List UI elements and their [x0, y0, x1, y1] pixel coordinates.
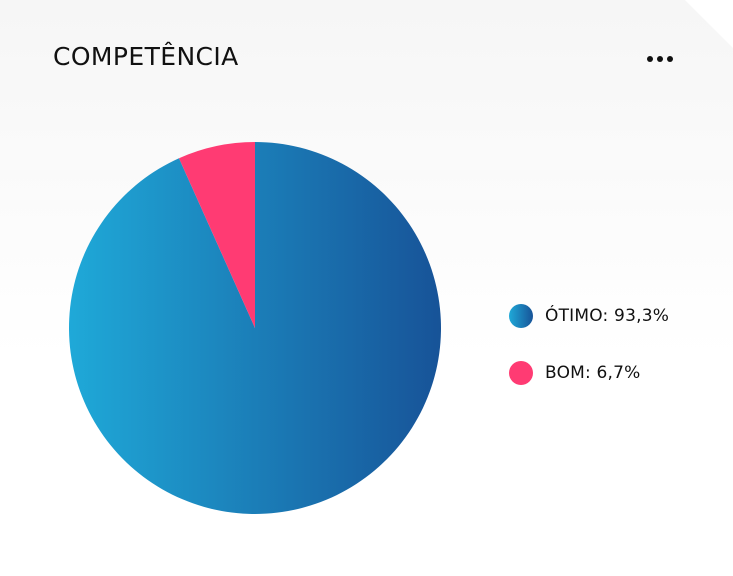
pie-slice-bom[interactable]	[178, 142, 255, 328]
legend-label-otimo: ÓTIMO: 93,3%	[545, 306, 670, 326]
pie-slice-otimo[interactable]	[68, 142, 441, 514]
card-title: COMPETÊNCIA	[53, 42, 239, 71]
card-corner-cut	[685, 0, 733, 48]
more-horizontal-icon-dot	[657, 56, 663, 62]
pie-slices	[68, 142, 441, 514]
legend-item-bom[interactable]: BOM: 6,7%	[509, 361, 669, 385]
legend-label-bom: BOM: 6,7%	[545, 363, 641, 383]
legend-swatch-bom	[509, 361, 533, 385]
legend-item-otimo[interactable]: ÓTIMO: 93,3%	[509, 304, 669, 328]
more-horizontal-icon-dot	[667, 56, 673, 62]
more-horizontal-icon	[647, 56, 653, 62]
more-options-button[interactable]	[640, 48, 680, 70]
legend-swatch-otimo	[509, 304, 533, 328]
chart-legend: ÓTIMO: 93,3% BOM: 6,7%	[509, 304, 669, 418]
